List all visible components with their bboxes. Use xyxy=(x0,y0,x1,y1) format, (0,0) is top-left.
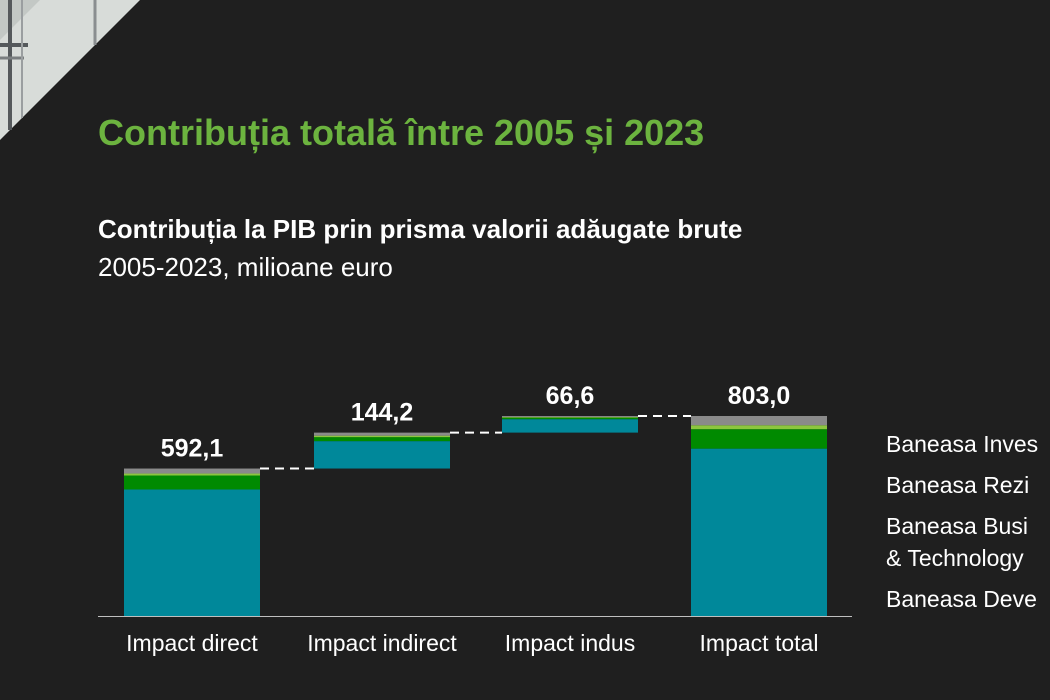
bar-segment xyxy=(314,441,450,469)
bar-segment xyxy=(691,448,827,616)
legend-item-business-technology: Baneasa Busi & Technology xyxy=(886,510,1050,574)
data-label: 66,6 xyxy=(546,382,595,410)
legend-label: Baneasa Inves xyxy=(886,431,1039,457)
category-label: Impact direct xyxy=(126,630,258,656)
chart-legend: Baneasa Inves Baneasa Rezi Baneasa Busi … xyxy=(886,428,1050,624)
chart-subtitle: Contribuția la PIB prin prisma valorii a… xyxy=(98,214,743,244)
bar-segment xyxy=(502,419,638,433)
chart-caption: 2005-2023, milioane euro xyxy=(98,252,393,282)
bar-segment xyxy=(314,437,450,442)
bar-segment xyxy=(691,425,827,430)
data-label: 803,0 xyxy=(728,382,791,410)
corner-window-photo xyxy=(0,0,140,140)
legend-item-investments: Baneasa Inves xyxy=(886,428,1050,460)
bar-segment xyxy=(124,468,260,474)
bar-segment xyxy=(124,473,260,476)
legend-label: Baneasa Rezi xyxy=(886,472,1030,498)
category-label: Impact indirect xyxy=(307,630,457,656)
category-label: Impact indus xyxy=(505,630,635,656)
bar-segment xyxy=(124,489,260,616)
bar-segment xyxy=(502,417,638,418)
bar-segment xyxy=(502,417,638,420)
legend-label: Baneasa Busi & Technology xyxy=(886,513,1028,571)
bar-segment xyxy=(691,416,827,426)
data-label: 144,2 xyxy=(351,399,414,427)
legend-item-rezidential: Baneasa Rezi xyxy=(886,469,1050,501)
category-label: Impact total xyxy=(700,630,819,656)
bar-segment xyxy=(124,475,260,490)
legend-label: Baneasa Deve xyxy=(886,586,1037,612)
bar-segment xyxy=(502,416,638,418)
data-label: 592,1 xyxy=(161,435,224,463)
legend-item-development: Baneasa Deve xyxy=(886,583,1050,615)
bar-segment xyxy=(314,432,450,436)
page-title: Contribuția totală între 2005 și 2023 xyxy=(98,112,705,153)
bar-segment xyxy=(691,429,827,449)
bar-segment xyxy=(314,435,450,438)
